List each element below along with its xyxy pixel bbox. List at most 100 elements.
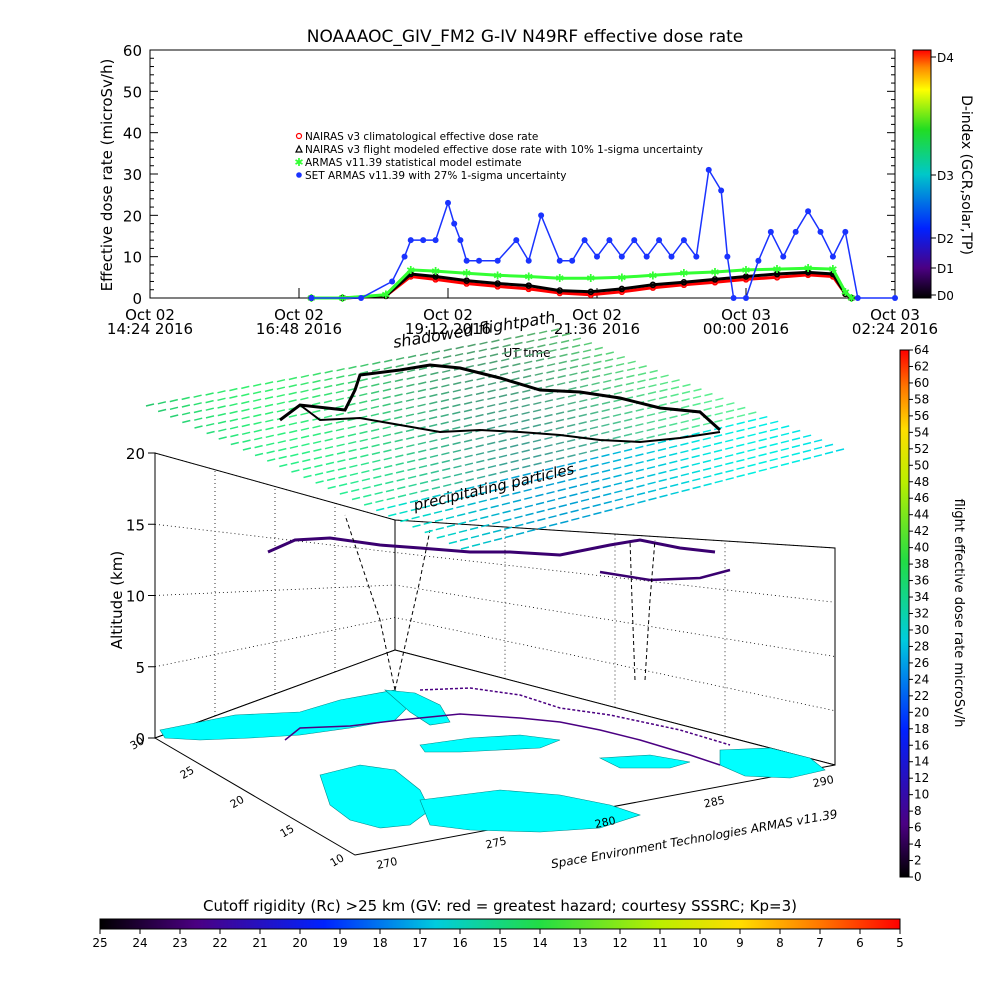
particle-dash	[382, 410, 391, 415]
particle-dash	[417, 403, 426, 408]
particle-dash	[347, 425, 356, 430]
particle-dash	[479, 507, 488, 512]
particle-dash	[522, 472, 531, 477]
particle-dash	[567, 431, 576, 435]
top-series-point	[643, 253, 650, 260]
particle-dash	[323, 392, 333, 396]
particle-dash	[510, 459, 519, 464]
particle-dash	[559, 512, 568, 516]
particle-dash	[276, 401, 285, 405]
dindex-ticks: D0 D1 D2 D3 D4	[931, 51, 954, 303]
particle-dash	[463, 408, 473, 413]
particle-dash	[623, 433, 633, 437]
particle-dash	[615, 362, 625, 367]
particle-dash	[635, 476, 645, 480]
particle-dash	[714, 404, 724, 409]
particle-dash	[488, 472, 497, 477]
particle-dash	[405, 428, 415, 433]
particle-dash	[580, 498, 590, 502]
particle-dash	[457, 513, 466, 517]
dose-tick-label: 40	[914, 541, 929, 555]
top-xtick-label-time: 19:12 2016	[405, 320, 491, 338]
particle-dash	[657, 447, 667, 452]
dose-tick-label: 22	[914, 689, 929, 703]
particle-dash	[579, 482, 589, 487]
dose-tick-label: 8	[914, 804, 922, 818]
particle-dash	[350, 480, 359, 485]
particle-dash	[312, 440, 322, 445]
top-series-point	[680, 279, 688, 286]
particle-dash	[455, 496, 464, 501]
particle-dash	[636, 386, 646, 390]
particle-dash	[638, 365, 647, 369]
top-ytick-label: 10	[123, 249, 142, 267]
particle-dash	[336, 451, 346, 455]
top-series-point	[829, 253, 836, 260]
particle-dash	[658, 486, 668, 490]
particle-dash	[613, 482, 623, 486]
particle-dash	[669, 415, 678, 419]
particle-dash	[499, 478, 509, 482]
particle-dash	[545, 384, 554, 388]
particle-dash	[406, 383, 415, 388]
particle-dash	[290, 453, 299, 457]
particle-dash	[382, 418, 391, 422]
particle-dash	[217, 412, 226, 417]
particle-dash	[429, 408, 438, 413]
particle-dash	[513, 507, 522, 511]
particle-dash	[578, 413, 587, 418]
particle-dash	[580, 490, 589, 494]
particle-dash	[668, 445, 678, 449]
particle-dash	[348, 373, 357, 377]
particle-dash	[428, 416, 438, 420]
particle-dash	[277, 424, 286, 428]
dose-tick-label: 46	[914, 491, 929, 505]
particle-dash	[747, 448, 756, 452]
particle-dash	[557, 488, 566, 492]
particle-dash	[376, 507, 385, 512]
particle-dash	[769, 465, 778, 470]
particle-dash	[658, 478, 667, 483]
rigidity-tick-label: 15	[492, 936, 507, 950]
particle-dash	[624, 463, 633, 468]
particle-dash	[264, 381, 274, 385]
particle-dash	[623, 425, 633, 430]
particle-dash	[691, 454, 700, 459]
particle-dash	[813, 439, 823, 443]
particle-dash	[538, 526, 547, 530]
particle-dash	[758, 445, 767, 450]
top-series-point: ✱	[803, 262, 812, 275]
particle-dash	[230, 441, 239, 446]
particle-dash	[475, 444, 484, 448]
dindex-tick-label: D4	[937, 51, 954, 65]
particle-dash	[466, 350, 476, 355]
particle-dash	[515, 531, 525, 536]
particle-dash	[452, 411, 461, 415]
particle-dash	[457, 521, 467, 525]
particle-dash	[291, 469, 300, 473]
top-series-point: ✱	[847, 292, 856, 305]
particle-dash	[454, 360, 463, 364]
rigidity-tick-label: 22	[212, 936, 227, 950]
particle-dash	[659, 494, 668, 498]
particle-dash	[538, 337, 547, 341]
particle-dash	[288, 391, 297, 396]
particle-dash	[487, 396, 496, 401]
particle-dash	[372, 467, 381, 471]
particle-dash	[335, 405, 344, 409]
particle-dash	[478, 491, 487, 495]
particle-dash	[395, 454, 404, 458]
particle-dash	[835, 448, 845, 452]
particle-dash	[448, 540, 458, 545]
particle-dash	[521, 433, 530, 438]
particle-dash	[578, 451, 587, 455]
top-series-line	[311, 270, 853, 300]
particle-dash	[276, 378, 286, 383]
flightpath-shadow-lower	[267, 536, 731, 582]
particle-dash	[360, 454, 369, 458]
particle-dash	[487, 441, 496, 446]
particle-dash	[702, 459, 712, 464]
particle-dash	[241, 431, 251, 436]
particle-dash	[486, 418, 496, 423]
particle-dash	[533, 469, 543, 474]
